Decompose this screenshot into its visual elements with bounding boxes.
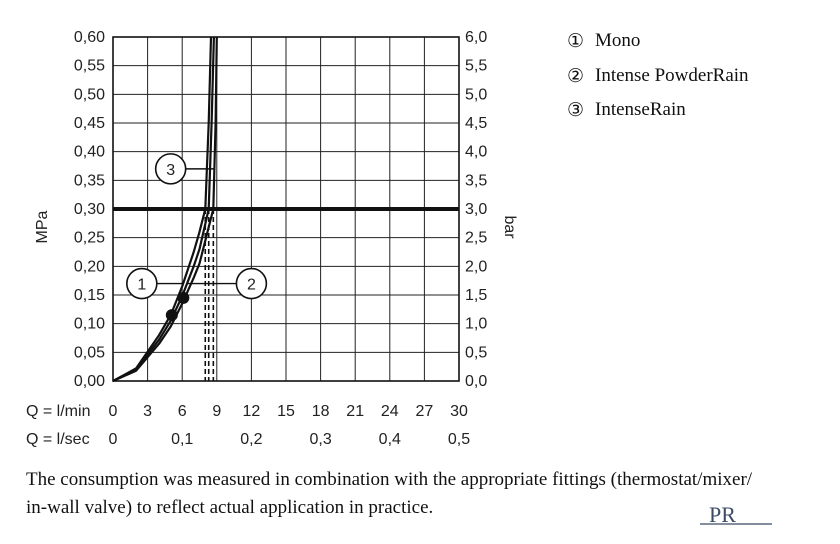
series-line-1 bbox=[112, 36, 213, 382]
curves bbox=[112, 36, 268, 383]
footnote-line-1: The consumption was measured in combinat… bbox=[26, 469, 753, 490]
logo-text: PR bbox=[709, 502, 736, 527]
y-tick-label-left: 0,35 bbox=[74, 172, 105, 189]
x-tick-label-lmin: 18 bbox=[312, 403, 330, 420]
y-tick-label-left: 0,60 bbox=[74, 29, 105, 46]
x-tick-label-lsec: 0,3 bbox=[309, 431, 331, 448]
x-tick-label-lsec: 0,4 bbox=[379, 431, 401, 448]
legend-item-intense-powderrain: ② Intense PowderRain bbox=[567, 65, 749, 100]
series-marker-1 bbox=[165, 309, 178, 322]
y-tick-label-right: 3,5 bbox=[465, 172, 487, 189]
x-tick-label-lmin: 3 bbox=[143, 403, 152, 420]
legend-label: Mono bbox=[595, 30, 641, 51]
y-tick-label-right: 5,0 bbox=[465, 86, 487, 103]
y-axis-title-right: bar bbox=[501, 215, 518, 239]
y-tick-label-left: 0,55 bbox=[74, 58, 105, 75]
y-tick-label-right: 2,5 bbox=[465, 230, 487, 247]
y-tick-label-left: 0,15 bbox=[74, 287, 105, 304]
legend-label: IntenseRain bbox=[595, 99, 686, 120]
y-tick-label-left: 0,10 bbox=[74, 316, 105, 333]
callout-circle-2 bbox=[235, 267, 268, 300]
x-tick-label-lmin: 6 bbox=[178, 403, 187, 420]
y-tick-label-left: 0,45 bbox=[74, 115, 105, 132]
x-tick-label-lmin: 9 bbox=[212, 403, 221, 420]
series-line-3 bbox=[112, 36, 218, 383]
x-tick-label-lsec: 0 bbox=[109, 431, 118, 448]
callout-number-3: 3 bbox=[166, 162, 175, 179]
y-tick-label-left: 0,30 bbox=[74, 201, 105, 218]
callout-circle-3 bbox=[154, 153, 187, 185]
x-axis-label-lmin: Q = l/min bbox=[26, 403, 90, 420]
y-tick-label-right: 4,5 bbox=[465, 115, 487, 132]
legend: ① Mono ② Intense PowderRain ③ IntenseRai… bbox=[567, 30, 749, 134]
y-tick-label-left: 0,00 bbox=[74, 373, 105, 390]
legend-item-intenserain: ③ IntenseRain bbox=[567, 99, 749, 134]
footnote: The consumption was measured in combinat… bbox=[26, 466, 826, 522]
y-tick-label-left: 0,40 bbox=[74, 144, 105, 161]
y-tick-label-right: 6,0 bbox=[465, 29, 487, 46]
x-tick-label-lmin: 24 bbox=[381, 403, 399, 420]
x-tick-label-lmin: 27 bbox=[416, 403, 434, 420]
legend-symbol: ② bbox=[567, 65, 585, 87]
x-tick-label-lmin: 15 bbox=[277, 403, 295, 420]
x-tick-label-lmin: 0 bbox=[109, 403, 118, 420]
axes bbox=[112, 36, 460, 382]
y-tick-label-right: 4,0 bbox=[465, 144, 487, 161]
y-tick-label-right: 2,0 bbox=[465, 258, 487, 275]
legend-label: Intense PowderRain bbox=[595, 64, 749, 86]
y-tick-label-right: 1,0 bbox=[465, 316, 487, 333]
callout-circle-1 bbox=[126, 267, 158, 300]
x-tick-label-lsec: 0,2 bbox=[240, 431, 262, 448]
labels: 0,00 0,00,05 0,50,10 1,00,15 1,50,20 2,00,25 2… bbox=[26, 29, 518, 448]
x-tick-label-lsec: 0,1 bbox=[171, 431, 193, 448]
y-tick-label-left: 0,50 bbox=[74, 86, 105, 103]
x-tick-label-lmin: 21 bbox=[346, 403, 364, 420]
y-tick-label-right: 1,5 bbox=[465, 287, 487, 304]
y-tick-label-left: 0,20 bbox=[74, 258, 105, 275]
legend-symbol: ① bbox=[567, 31, 585, 52]
callout-number-2: 2 bbox=[247, 277, 256, 294]
y-tick-label-right: 0,0 bbox=[465, 373, 487, 390]
series-marker-2 bbox=[177, 291, 190, 304]
legend-item-mono: ① Mono bbox=[567, 30, 749, 65]
y-tick-label-left: 0,05 bbox=[74, 344, 105, 361]
y-tick-label-right: 5,5 bbox=[465, 58, 487, 75]
x-tick-label-lmin: 30 bbox=[450, 403, 468, 420]
y-tick-label-left: 0,25 bbox=[74, 230, 105, 247]
x-axis-label-lsec: Q = l/sec bbox=[26, 431, 90, 448]
y-tick-label-right: 3,0 bbox=[465, 201, 487, 218]
x-tick-label-lmin: 12 bbox=[243, 403, 261, 420]
series-line-2 bbox=[112, 36, 215, 382]
brand-logo: PR bbox=[700, 502, 772, 527]
footnote-line-2: in-wall valve) to reflect actual applica… bbox=[26, 497, 434, 518]
callout-number-1: 1 bbox=[137, 277, 146, 294]
x-tick-label-lsec: 0,5 bbox=[448, 431, 470, 448]
y-tick-label-right: 0,5 bbox=[465, 344, 487, 361]
y-axis-title-left: MPa bbox=[34, 210, 51, 243]
legend-symbol: ③ bbox=[567, 100, 585, 121]
